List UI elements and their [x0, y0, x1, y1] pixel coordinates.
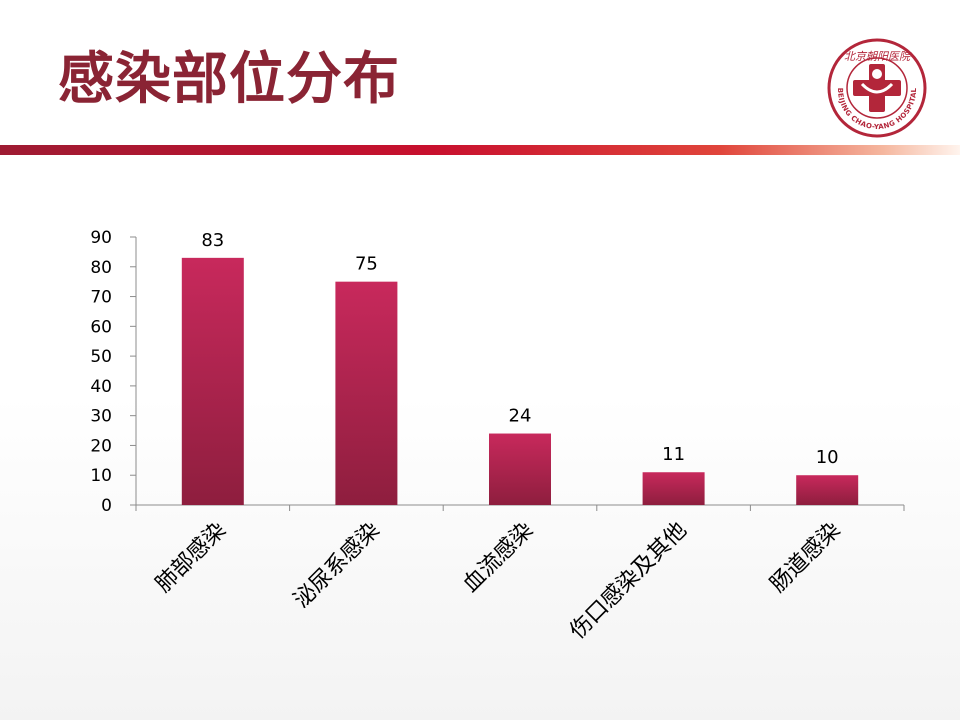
bars-group	[181, 257, 859, 505]
data-label: 10	[816, 447, 839, 468]
title-divider-bar	[0, 145, 960, 155]
data-label: 75	[355, 254, 378, 275]
data-label: 83	[201, 230, 224, 251]
y-tick-label: 20	[90, 436, 112, 456]
category-label: 肠道感染	[766, 518, 846, 598]
x-axis	[135, 504, 905, 511]
data-labels-group: 83 75 24 11 10	[201, 230, 838, 468]
data-label: 11	[662, 444, 685, 465]
y-tick-label: 40	[90, 377, 112, 397]
y-tick-label: 30	[90, 407, 112, 427]
y-tick-label: 60	[90, 317, 112, 337]
bar	[489, 433, 551, 505]
bar	[796, 475, 859, 505]
y-tick-label: 50	[90, 347, 112, 367]
y-tick-label: 70	[90, 288, 112, 308]
category-label: 泌尿系感染	[289, 518, 384, 613]
logo-top-text: 北京朝阳医院	[844, 50, 912, 63]
bar	[181, 257, 244, 505]
category-label: 血流感染	[458, 518, 538, 598]
y-tick-label: 90	[90, 228, 112, 248]
y-tick-label: 0	[101, 496, 112, 516]
data-label: 24	[509, 406, 532, 427]
category-labels-group: 肺部感染 泌尿系感染 血流感染 伤口感染及其他 肠道感染	[151, 518, 845, 645]
y-axis: 0 10 20 30 40 50 60 70 80 90	[90, 228, 137, 516]
slide-title: 感染部位分布	[58, 47, 400, 112]
hospital-logo-icon: 北京朝阳医院 BEIJING CHAO-YANG HOSPITAL	[827, 38, 927, 138]
category-label: 伤口感染及其他	[565, 518, 692, 645]
y-tick-label: 80	[90, 258, 112, 278]
bar	[335, 281, 398, 505]
category-label: 肺部感染	[151, 518, 231, 598]
y-tick-label: 10	[90, 466, 112, 486]
bar	[642, 472, 705, 505]
